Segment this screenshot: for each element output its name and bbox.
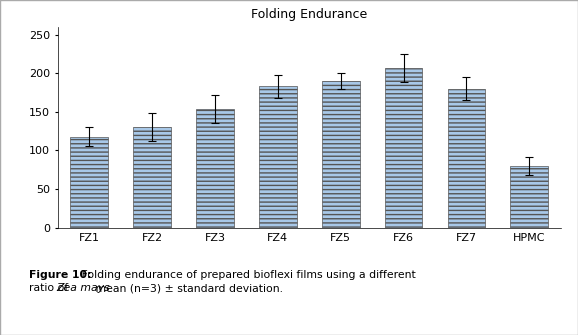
Bar — [71, 137, 108, 228]
Text: ratio of: ratio of — [29, 283, 72, 293]
Bar — [259, 86, 297, 228]
Bar — [133, 127, 171, 228]
Bar — [196, 109, 234, 228]
Title: Folding Endurance: Folding Endurance — [251, 8, 368, 21]
Bar — [322, 81, 360, 228]
Text: Folding endurance of prepared bioflexi films using a different: Folding endurance of prepared bioflexi f… — [78, 270, 416, 280]
Text: mean (n=3) ± standard deviation.: mean (n=3) ± standard deviation. — [92, 283, 283, 293]
Bar — [385, 68, 423, 228]
Text: Zea mays: Zea mays — [57, 283, 110, 293]
Bar — [510, 166, 548, 228]
Text: Figure 10:: Figure 10: — [29, 270, 91, 280]
Bar — [447, 89, 485, 228]
